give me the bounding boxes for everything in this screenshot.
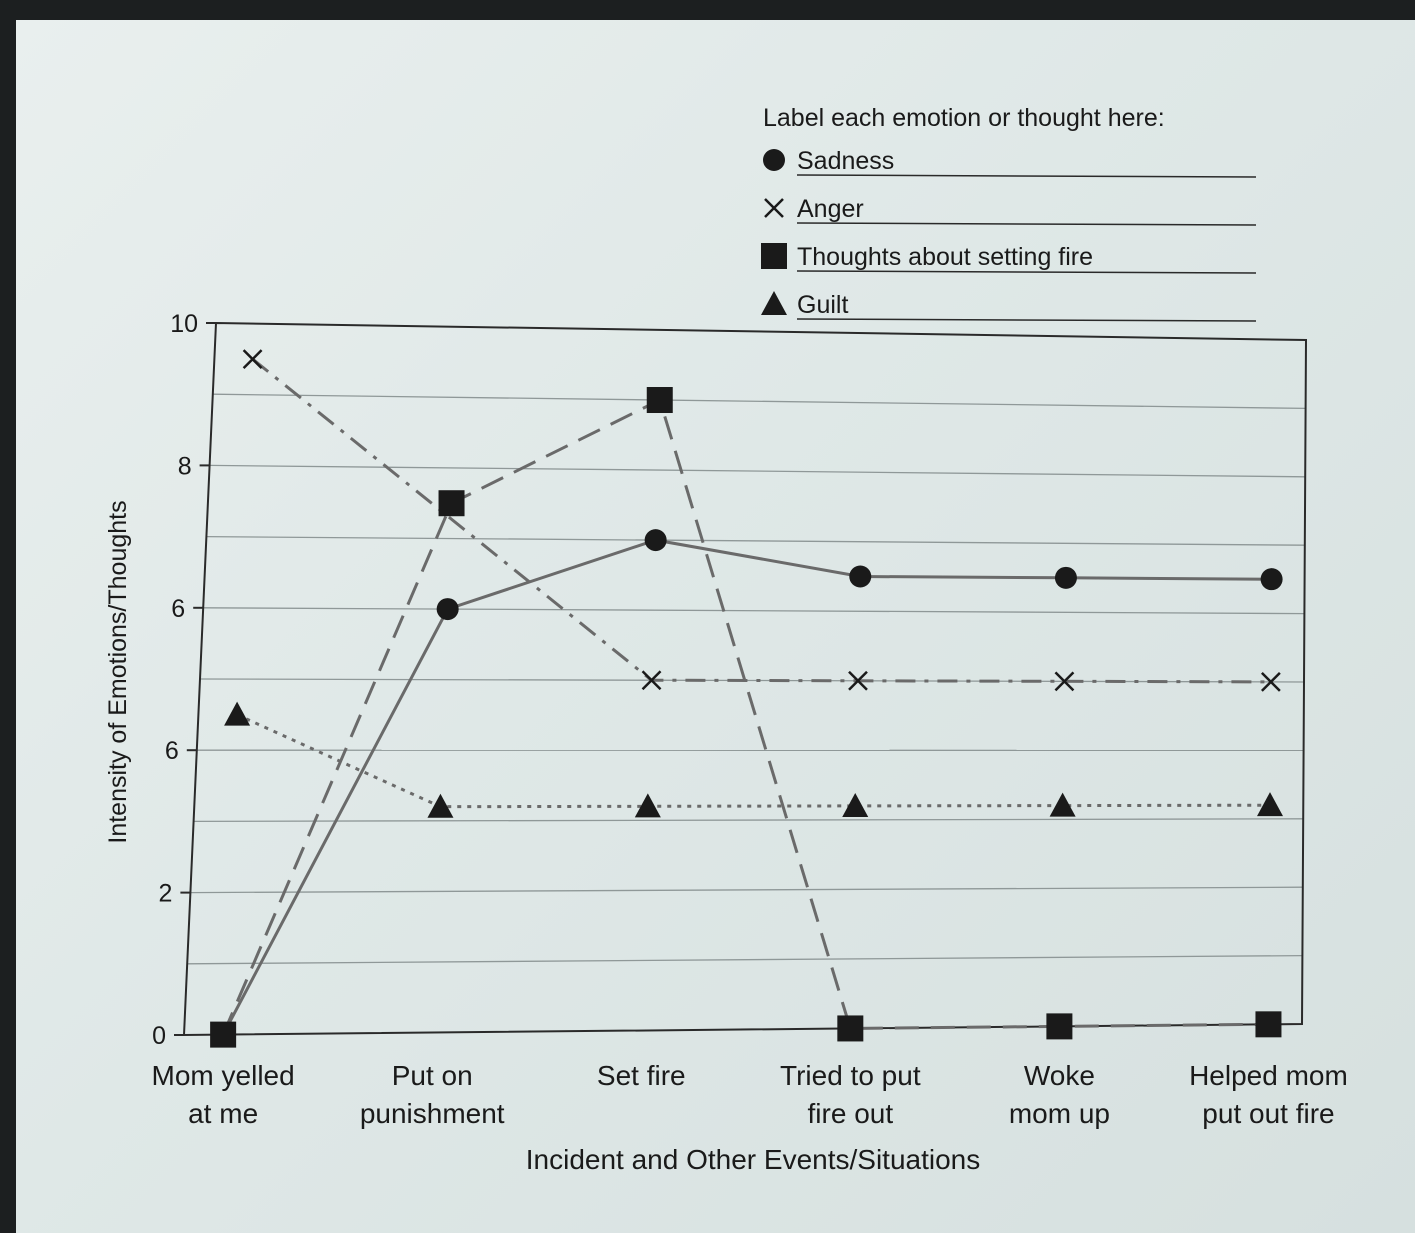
series-2-point — [1054, 671, 1075, 692]
x-categories: Mom yelled at me Put on punishment Set fire T… — [152, 1060, 1348, 1129]
legend-label: Sadness — [797, 147, 894, 175]
legend-item: Guilt — [761, 291, 1257, 322]
x-category-label: Set fire — [597, 1060, 686, 1091]
legend-label: Guilt — [797, 291, 848, 319]
legend-underline — [796, 174, 1257, 178]
series-1-point — [1260, 568, 1283, 591]
series-2-point — [848, 670, 868, 691]
series-4-point — [1049, 792, 1076, 817]
series-3-point — [837, 1015, 864, 1042]
legend-item: Anger — [764, 195, 1257, 226]
gridline — [187, 954, 1303, 965]
series-4-point — [842, 792, 869, 817]
series-4-point — [224, 701, 251, 726]
gridline — [212, 393, 1306, 410]
x-category-label: Put on punishment — [360, 1060, 505, 1129]
series-2-point — [242, 349, 263, 370]
legend-items: Sadness Anger Thoughts about setting fire G… — [761, 147, 1257, 322]
series-line-2 — [251, 357, 1271, 684]
legend-marker — [761, 291, 787, 315]
series-1-point — [436, 598, 459, 621]
y-tick-label: 6 — [165, 737, 179, 765]
x-category-label: Helped mom put out fire — [1189, 1060, 1348, 1129]
gridline — [209, 464, 1306, 478]
gridlines — [187, 393, 1306, 965]
series-3-point — [438, 490, 465, 517]
series-3-point — [1046, 1013, 1073, 1040]
x-category-label: Tried to put fire out — [780, 1060, 921, 1129]
x-category-label: Mom yelled at me — [152, 1060, 295, 1129]
y-tick-label: 10 — [170, 310, 198, 338]
series-4-point — [634, 793, 661, 818]
legend-label: Thoughts about setting fire — [797, 243, 1093, 271]
legend-heading: Label each emotion or thought here: — [763, 104, 1165, 132]
series-1-point — [1054, 566, 1077, 589]
series-line-3 — [221, 397, 1269, 1036]
gridline — [203, 607, 1305, 615]
legend-marker — [761, 243, 787, 269]
legend-label: Anger — [797, 195, 864, 223]
series-lines — [221, 357, 1272, 1036]
y-tick-label: 0 — [152, 1022, 166, 1050]
y-ticks: 0 2 6 6 8 10 — [152, 310, 216, 1050]
y-tick-label: 2 — [158, 880, 172, 908]
legend-underline — [796, 270, 1257, 274]
gridline — [193, 818, 1304, 823]
series-3-point — [210, 1021, 237, 1048]
series-1-point — [644, 529, 667, 552]
plot-area: 0 2 6 6 8 10 — [152, 310, 1308, 1050]
legend-item: Thoughts about setting fire — [761, 243, 1257, 274]
series-4-point — [427, 793, 454, 818]
legend-underline — [796, 222, 1257, 226]
plot-frame — [182, 321, 1308, 1037]
series-3-point — [1255, 1011, 1282, 1038]
legend-underline — [796, 318, 1257, 322]
legend-marker — [763, 149, 785, 171]
legend: Label each emotion or thought here: Sadn… — [761, 104, 1257, 322]
y-axis-label: Intensity of Emotions/Thoughts — [104, 500, 132, 843]
legend-marker — [764, 198, 784, 218]
gridline — [206, 535, 1305, 546]
gridline — [190, 886, 1303, 894]
series-line-4 — [236, 713, 1271, 809]
series-markers — [210, 349, 1284, 1048]
y-tick-label: 8 — [178, 452, 192, 480]
series-2-point — [641, 670, 662, 691]
series-3-point — [646, 387, 673, 414]
chart: Label each emotion or thought here: Sadn… — [104, 104, 1348, 1175]
x-axis-label: Incident and Other Events/Situations — [526, 1144, 981, 1175]
legend-item: Sadness — [763, 147, 1257, 178]
series-2-point — [1260, 672, 1281, 692]
x-category-label: Woke mom up — [1009, 1060, 1110, 1129]
series-1-point — [849, 565, 872, 588]
series-4-point — [1257, 792, 1284, 817]
page: Label each emotion or thought here: Sadn… — [16, 20, 1415, 1233]
series-line-1 — [221, 538, 1272, 1036]
y-tick-label: 6 — [171, 595, 185, 623]
